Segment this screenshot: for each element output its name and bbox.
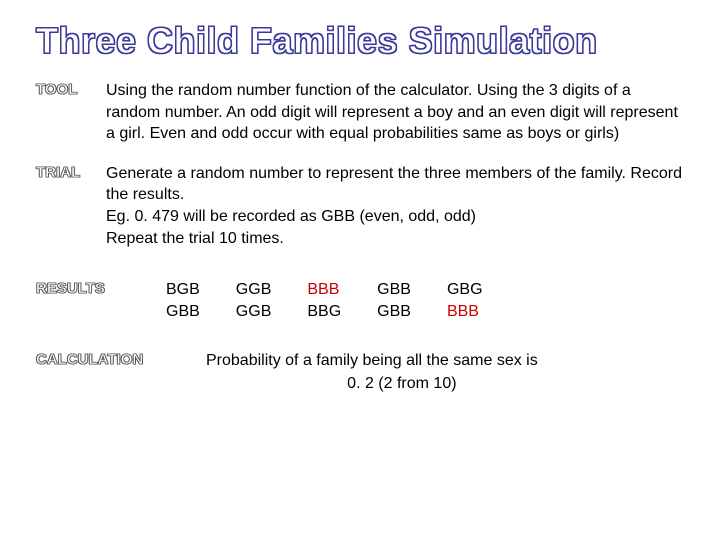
tool-text: Using the random number function of the … (106, 80, 684, 145)
results-column: BBBBBG (307, 279, 341, 322)
trial-section: TRIAL Generate a random number to repres… (36, 163, 684, 249)
results-column: GBGBBB (447, 279, 483, 322)
calculation-text: Probability of a family being all the sa… (206, 350, 538, 395)
tool-section: TOOL Using the random number function of… (36, 80, 684, 145)
trial-line-2: Eg. 0. 479 will be recorded as GBB (even… (106, 206, 684, 228)
results-cell: GBB (166, 301, 200, 323)
calculation-section: CALCULATION Probability of a family bein… (36, 350, 684, 395)
trial-text: Generate a random number to represent th… (106, 163, 684, 249)
results-cell: GBB (377, 301, 411, 323)
trial-label: TRIAL (36, 163, 106, 249)
results-cell: BGB (166, 279, 200, 301)
trial-line-3: Repeat the trial 10 times. (106, 228, 684, 250)
calculation-line-2: 0. 2 (2 from 10) (266, 373, 538, 395)
results-section: RESULTS BGBGBBGGBGGBBBBBBGGBBGBBGBGBBB (36, 279, 684, 322)
results-cell: GGB (236, 301, 272, 323)
calculation-label: CALCULATION (36, 350, 206, 368)
calculation-line-1: Probability of a family being all the sa… (206, 350, 538, 372)
results-cell: GBG (447, 279, 483, 301)
results-cell: BBG (307, 301, 341, 323)
results-label: RESULTS (36, 279, 166, 297)
tool-label: TOOL (36, 80, 106, 145)
page-title: Three Child Families Simulation (36, 20, 684, 62)
results-cell: BBB (307, 279, 341, 301)
results-column: GBBGBB (377, 279, 411, 322)
results-grid: BGBGBBGGBGGBBBBBBGGBBGBBGBGBBB (166, 279, 483, 322)
results-cell: GGB (236, 279, 272, 301)
trial-line-1: Generate a random number to represent th… (106, 163, 684, 206)
results-column: GGBGGB (236, 279, 272, 322)
results-column: BGBGBB (166, 279, 200, 322)
results-cell: GBB (377, 279, 411, 301)
results-cell: BBB (447, 301, 483, 323)
